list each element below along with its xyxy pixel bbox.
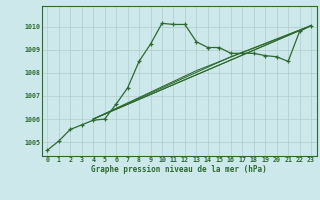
X-axis label: Graphe pression niveau de la mer (hPa): Graphe pression niveau de la mer (hPa) [91, 165, 267, 174]
